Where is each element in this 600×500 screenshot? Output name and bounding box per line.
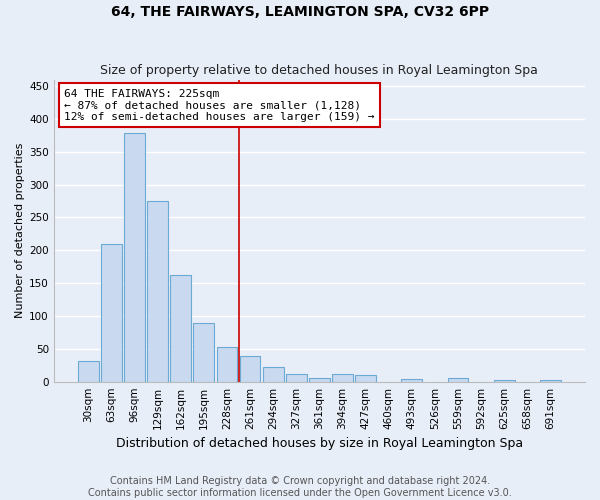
Bar [332,374,353,382]
Bar [494,380,515,382]
Bar [147,201,168,382]
Bar [193,322,214,382]
Y-axis label: Number of detached properties: Number of detached properties [15,143,25,318]
Bar [101,244,122,382]
Text: 64, THE FAIRWAYS, LEAMINGTON SPA, CV32 6PP: 64, THE FAIRWAYS, LEAMINGTON SPA, CV32 6… [111,5,489,19]
Bar [401,379,422,382]
Bar [286,374,307,382]
Bar [263,366,284,382]
Bar [78,360,99,382]
Bar [309,378,330,382]
Bar [217,347,238,382]
Bar [170,274,191,382]
Bar [540,380,561,382]
Bar [239,356,260,382]
Title: Size of property relative to detached houses in Royal Leamington Spa: Size of property relative to detached ho… [100,64,538,77]
X-axis label: Distribution of detached houses by size in Royal Leamington Spa: Distribution of detached houses by size … [116,437,523,450]
Text: 64 THE FAIRWAYS: 225sqm
← 87% of detached houses are smaller (1,128)
12% of semi: 64 THE FAIRWAYS: 225sqm ← 87% of detache… [64,88,375,122]
Bar [448,378,469,382]
Text: Contains HM Land Registry data © Crown copyright and database right 2024.
Contai: Contains HM Land Registry data © Crown c… [88,476,512,498]
Bar [124,134,145,382]
Bar [355,375,376,382]
